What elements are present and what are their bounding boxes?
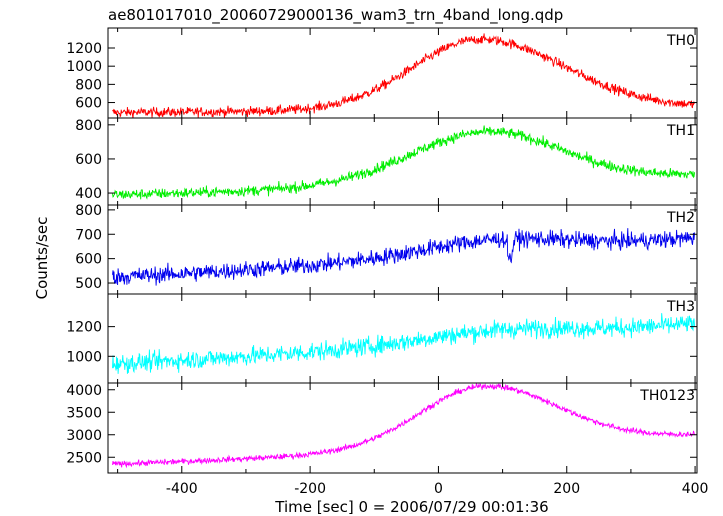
y-tick-label: 3000: [66, 428, 102, 444]
x-tick-label: 200: [553, 481, 580, 497]
y-tick-label: 1200: [66, 41, 102, 57]
y-tick-label: 1000: [66, 59, 102, 75]
panel-frame: [107, 382, 698, 474]
series-label: TH0123: [639, 388, 695, 404]
series-th2: [112, 228, 696, 286]
panel-th0: 600 800 1000 1200 TH0: [66, 27, 698, 119]
y-tick-label: 400: [75, 186, 102, 202]
series-label: TH2: [666, 210, 695, 226]
x-tick-label: -400: [166, 481, 198, 497]
series-th1: [112, 125, 696, 200]
x-tick-label: 400: [682, 481, 709, 497]
y-tick-label: 600: [75, 252, 102, 268]
y-tick-label: 800: [75, 203, 102, 219]
series-label: TH0: [666, 33, 695, 49]
y-tick-label: 2500: [66, 450, 102, 466]
series-label: TH1: [666, 123, 695, 139]
y-tick-label: 4000: [66, 383, 102, 399]
series-label: TH3: [666, 299, 695, 315]
y-tick-label: 1000: [66, 349, 102, 365]
y-tick-label: 1200: [66, 320, 102, 336]
series-th0123: [112, 383, 696, 469]
y-tick-label: 800: [75, 118, 102, 134]
series-th0: [112, 33, 696, 118]
panel-frame: [107, 27, 698, 119]
chart-title: ae801017010_20060729000136_wam3_trn_4ban…: [108, 6, 563, 25]
y-tick-label: 600: [75, 96, 102, 112]
x-tick-label: 0: [434, 481, 443, 497]
panel-th0123: 2500 3000 3500 4000 TH0123: [66, 382, 698, 474]
panel-th2: 500 600 700 800 TH2: [75, 203, 698, 295]
x-axis-label: Time [sec] 0 = 2006/07/29 00:01:36: [274, 498, 548, 516]
y-axis-label: Counts/sec: [33, 217, 51, 300]
y-tick-label: 500: [75, 276, 102, 292]
y-tick-label: 600: [75, 152, 102, 168]
series-th3: [112, 313, 696, 374]
panel-th3: 1000 1200 TH3: [66, 293, 698, 384]
y-tick-label: 3500: [66, 405, 102, 421]
x-tick-label: -200: [294, 481, 326, 497]
y-tick-label: 800: [75, 77, 102, 93]
panels: 600 800 1000 1200 TH0 400 600 800 TH1 500 600 700 80…: [66, 27, 709, 497]
y-tick-label: 700: [75, 227, 102, 243]
panel-th1: 400 600 800 TH1: [75, 117, 698, 206]
